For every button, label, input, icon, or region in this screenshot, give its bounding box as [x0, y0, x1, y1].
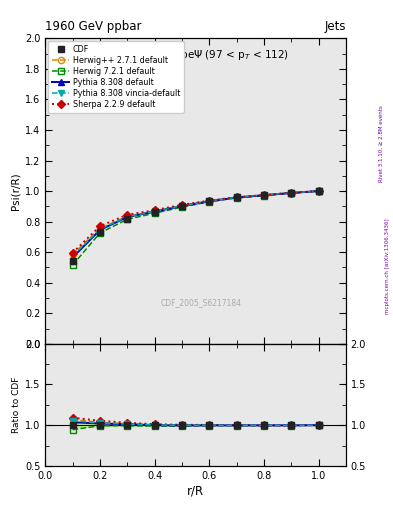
Text: CDF_2005_S6217184: CDF_2005_S6217184 [161, 298, 242, 307]
CDF [125, 216, 130, 222]
CDF [97, 229, 102, 236]
Herwig++ 2.7.1 default [261, 193, 266, 199]
Pythia 8.308 vincia-default [70, 253, 75, 259]
Sherpa 2.2.9 default [97, 223, 102, 229]
Herwig 7.2.1 default [152, 210, 157, 216]
Pythia 8.308 default [97, 227, 102, 233]
Text: mcplots.cern.ch [arXiv:1306.3436]: mcplots.cern.ch [arXiv:1306.3436] [385, 219, 389, 314]
Pythia 8.308 default [234, 195, 239, 201]
Line: Herwig++ 2.7.1 default: Herwig++ 2.7.1 default [70, 188, 321, 258]
Pythia 8.308 default [316, 188, 321, 194]
Herwig++ 2.7.1 default [152, 208, 157, 214]
CDF [289, 189, 294, 196]
Herwig++ 2.7.1 default [316, 188, 321, 194]
Herwig++ 2.7.1 default [207, 198, 211, 204]
Line: Herwig 7.2.1 default: Herwig 7.2.1 default [70, 188, 321, 268]
CDF [180, 203, 184, 209]
Herwig++ 2.7.1 default [234, 195, 239, 201]
Sherpa 2.2.9 default [234, 194, 239, 200]
Herwig 7.2.1 default [97, 230, 102, 236]
Y-axis label: Psi(r/R): Psi(r/R) [11, 172, 21, 210]
Pythia 8.308 vincia-default [125, 214, 130, 220]
CDF [316, 188, 321, 194]
Pythia 8.308 vincia-default [180, 203, 184, 209]
Herwig 7.2.1 default [261, 193, 266, 199]
Pythia 8.308 default [261, 192, 266, 198]
Sherpa 2.2.9 default [152, 207, 157, 213]
CDF [261, 192, 266, 198]
Herwig 7.2.1 default [125, 216, 130, 222]
CDF [152, 208, 157, 215]
Sherpa 2.2.9 default [261, 192, 266, 198]
Pythia 8.308 vincia-default [152, 208, 157, 215]
CDF [70, 258, 75, 264]
Legend: CDF, Herwig++ 2.7.1 default, Herwig 7.2.1 default, Pythia 8.308 default, Pythia : CDF, Herwig++ 2.7.1 default, Herwig 7.2.… [48, 41, 184, 113]
Herwig++ 2.7.1 default [70, 251, 75, 258]
Pythia 8.308 default [180, 203, 184, 209]
Pythia 8.308 default [152, 208, 157, 215]
Text: Integral jet shapeΨ (97 < p$_{T}$ < 112): Integral jet shapeΨ (97 < p$_{T}$ < 112) [102, 48, 289, 61]
Line: Pythia 8.308 vincia-default: Pythia 8.308 vincia-default [70, 188, 321, 259]
Pythia 8.308 vincia-default [234, 194, 239, 200]
X-axis label: r/R: r/R [187, 485, 204, 498]
Herwig++ 2.7.1 default [97, 225, 102, 231]
Sherpa 2.2.9 default [207, 198, 211, 204]
Sherpa 2.2.9 default [289, 189, 294, 196]
Pythia 8.308 vincia-default [97, 226, 102, 232]
Herwig 7.2.1 default [70, 262, 75, 268]
Sherpa 2.2.9 default [316, 188, 321, 194]
Text: 1960 GeV ppbar: 1960 GeV ppbar [45, 20, 142, 33]
Pythia 8.308 default [207, 198, 211, 204]
Herwig++ 2.7.1 default [125, 213, 130, 219]
Sherpa 2.2.9 default [70, 250, 75, 256]
Text: Rivet 3.1.10, ≥ 2.8M events: Rivet 3.1.10, ≥ 2.8M events [379, 105, 384, 182]
Line: Pythia 8.308 default: Pythia 8.308 default [70, 188, 321, 261]
Pythia 8.308 default [289, 190, 294, 196]
Y-axis label: Ratio to CDF: Ratio to CDF [12, 377, 21, 433]
CDF [234, 194, 239, 200]
Herwig 7.2.1 default [234, 195, 239, 201]
Herwig 7.2.1 default [180, 204, 184, 210]
Herwig++ 2.7.1 default [180, 203, 184, 209]
Pythia 8.308 default [70, 254, 75, 261]
Line: CDF: CDF [70, 188, 321, 264]
Herwig++ 2.7.1 default [289, 190, 294, 196]
Pythia 8.308 default [125, 214, 130, 220]
Pythia 8.308 vincia-default [289, 189, 294, 196]
Pythia 8.308 vincia-default [316, 188, 321, 194]
Herwig 7.2.1 default [289, 190, 294, 196]
Sherpa 2.2.9 default [125, 211, 130, 218]
Text: Jets: Jets [324, 20, 346, 33]
Sherpa 2.2.9 default [180, 202, 184, 208]
Line: Sherpa 2.2.9 default: Sherpa 2.2.9 default [70, 188, 321, 255]
Herwig 7.2.1 default [207, 199, 211, 205]
Pythia 8.308 vincia-default [207, 198, 211, 204]
Herwig 7.2.1 default [316, 188, 321, 194]
Pythia 8.308 vincia-default [261, 192, 266, 198]
CDF [207, 198, 211, 204]
